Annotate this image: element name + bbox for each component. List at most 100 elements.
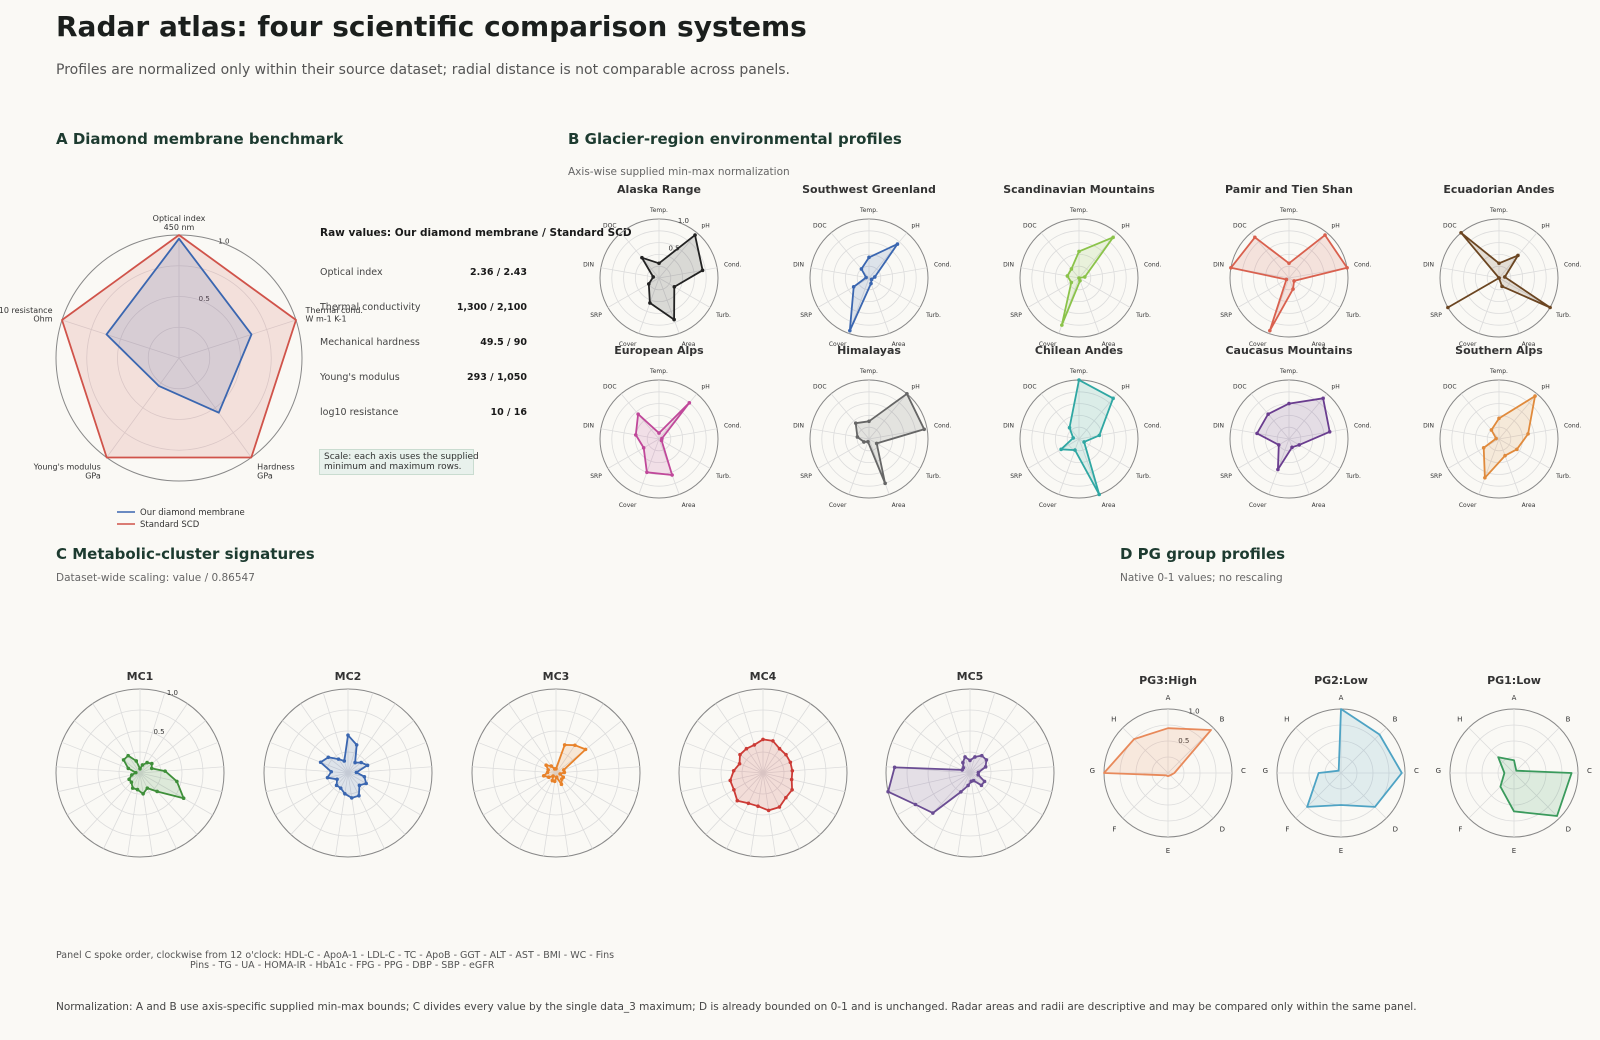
data-point	[357, 783, 362, 788]
data-point	[784, 795, 788, 800]
radar-title: European Alps	[614, 344, 704, 357]
radar-spoke	[1498, 438, 1520, 495]
axis-label-line: Cond.	[724, 262, 741, 269]
axis-label-line: Cover	[1249, 502, 1267, 509]
radar-spoke	[347, 741, 427, 774]
data-point	[562, 743, 567, 747]
axis-label: DIN	[793, 423, 804, 430]
data-point	[873, 275, 877, 279]
radar-spoke	[762, 692, 789, 774]
data-point	[1071, 436, 1075, 440]
radar-spoke	[684, 741, 764, 774]
radar-spoke	[1020, 267, 1080, 279]
radar-tick-label: 1.0	[1188, 707, 1199, 715]
data-point	[790, 788, 794, 792]
radar-spoke	[1288, 232, 1328, 279]
axis-label-line: pH	[1121, 222, 1129, 229]
axis-label: DIN	[583, 423, 594, 430]
radar-spoke	[1027, 438, 1080, 469]
radar-spoke	[103, 772, 141, 849]
axis-label-line: DOC	[603, 383, 617, 390]
data-point	[353, 760, 357, 765]
data-point	[1060, 323, 1064, 327]
raw-label: Thermal conductivity	[320, 302, 421, 313]
axis-label-line: DIN	[793, 262, 804, 269]
data-point	[968, 758, 972, 763]
data-point	[853, 421, 858, 425]
data-point	[1268, 328, 1272, 333]
axis-label-line: pH	[911, 222, 919, 229]
data-point	[1497, 416, 1501, 421]
data-point	[135, 787, 140, 792]
axis-label: E	[1339, 847, 1343, 855]
data-point	[735, 798, 740, 803]
data-point	[984, 758, 989, 762]
data-point	[732, 788, 736, 792]
axis-label-line: DIN	[583, 262, 594, 269]
data-point	[1483, 476, 1487, 480]
data-point	[966, 783, 970, 788]
axis-label: D	[1220, 826, 1225, 834]
axis-label-line: Thermal cond.	[304, 306, 362, 315]
radar-spoke	[74, 720, 141, 774]
data-point	[859, 267, 864, 271]
axis-label: Turb.	[1555, 473, 1571, 480]
series-polygon	[319, 734, 369, 799]
radar-spoke	[944, 692, 971, 774]
radar-spoke	[58, 772, 141, 793]
axis-label: DIN	[1003, 262, 1014, 269]
axis-label-line: A	[1339, 694, 1344, 702]
radar-spoke	[347, 772, 406, 835]
radar-spoke	[658, 428, 718, 440]
raw-value: 49.5 / 90	[480, 337, 527, 348]
axis-label-line: H	[1457, 715, 1462, 723]
axis-label: E	[1166, 847, 1170, 855]
axis-label-line: Temp.	[649, 368, 668, 375]
axis-label: Cond.	[1354, 262, 1371, 269]
radar-spoke	[347, 772, 421, 816]
data-point	[756, 804, 760, 809]
series-polygon	[1103, 727, 1212, 778]
axis-label: DIN	[1423, 262, 1434, 269]
data-point	[1073, 448, 1077, 452]
axis-label: DIN	[793, 262, 804, 269]
data-point	[149, 766, 154, 771]
data-point	[329, 769, 334, 774]
radar-spoke	[697, 720, 764, 774]
axis-label: Temp.	[649, 207, 668, 214]
axis-label: Cover	[1039, 341, 1057, 348]
data-point	[1533, 394, 1537, 398]
panel-d-title: D PG group profiles	[1120, 545, 1286, 563]
data-point	[1497, 261, 1501, 266]
data-point	[746, 801, 751, 806]
data-point	[562, 770, 567, 775]
axis-label: Cover	[829, 502, 847, 509]
data-point	[134, 759, 139, 763]
axis-label-line: Cond.	[1144, 423, 1161, 430]
radar-spoke	[830, 393, 870, 440]
radar-spoke	[347, 692, 374, 774]
radar-spoke	[1230, 428, 1290, 440]
radar-spoke	[1447, 438, 1500, 469]
axis-label: Area	[1102, 341, 1116, 348]
axis-label: Temp.	[1069, 207, 1088, 214]
data-point	[657, 431, 661, 435]
data-point	[855, 435, 860, 439]
radar-spoke	[1440, 267, 1500, 279]
data-point	[851, 285, 856, 289]
radar-spoke	[969, 766, 1054, 774]
axis-label: SRP	[1010, 312, 1022, 319]
data-point	[362, 774, 367, 779]
panel-a-title: A Diamond membrane benchmark	[56, 130, 344, 148]
axis-label-line: SRP	[1430, 473, 1442, 480]
series-polygon	[1230, 234, 1348, 332]
radar-spoke	[1237, 438, 1290, 469]
radar-spoke	[1440, 428, 1500, 440]
radar-tick-label: 1.0	[167, 689, 178, 697]
axis-label-line: Turb.	[925, 312, 941, 319]
axis-label-line: C	[1414, 767, 1419, 775]
radar-spoke	[848, 438, 870, 495]
radar-spoke	[347, 766, 432, 774]
radar-title: MC5	[957, 670, 984, 683]
axis-label-line: pH	[1331, 222, 1339, 229]
